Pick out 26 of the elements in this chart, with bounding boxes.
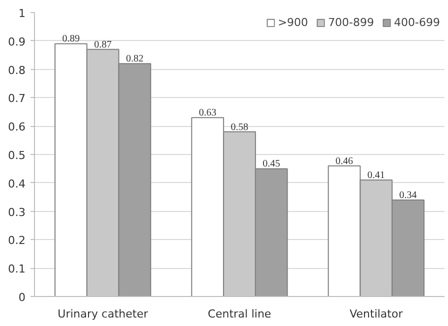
y-tick-label: 0.4: [8, 177, 26, 190]
y-tick-label: 1: [18, 7, 26, 20]
y-tick-label: 0.8: [8, 64, 26, 77]
legend-label: 700-899: [328, 16, 374, 29]
y-tick-label: 0.5: [8, 149, 26, 162]
y-tick-label: 0: [18, 291, 26, 304]
y-tick-label: 0.1: [8, 262, 26, 276]
x-tick-label: Ventilator: [350, 308, 404, 320]
legend-label: 400-699: [394, 16, 440, 29]
y-tick-label: 0.6: [8, 120, 26, 134]
data-label: 0.34: [399, 190, 417, 201]
data-label: 0.41: [367, 170, 385, 182]
data-label: 0.58: [230, 122, 248, 133]
data-label: 0.87: [94, 39, 112, 50]
y-tick-label: 0.3: [8, 206, 26, 219]
y-tick-label: 0.2: [8, 234, 26, 248]
data-label: 0.89: [62, 34, 80, 45]
legend-label: >900: [278, 16, 308, 29]
data-label: 0.82: [126, 54, 144, 65]
y-tick-label: 0.9: [8, 35, 26, 48]
data-label: 0.63: [198, 108, 216, 119]
x-tick-label: Central line: [208, 308, 272, 320]
data-label: 0.46: [336, 156, 354, 167]
data-label: 0.45: [262, 158, 280, 170]
y-tick-label: 0.7: [8, 92, 26, 106]
x-tick-label: Urinary catheter: [58, 308, 148, 320]
